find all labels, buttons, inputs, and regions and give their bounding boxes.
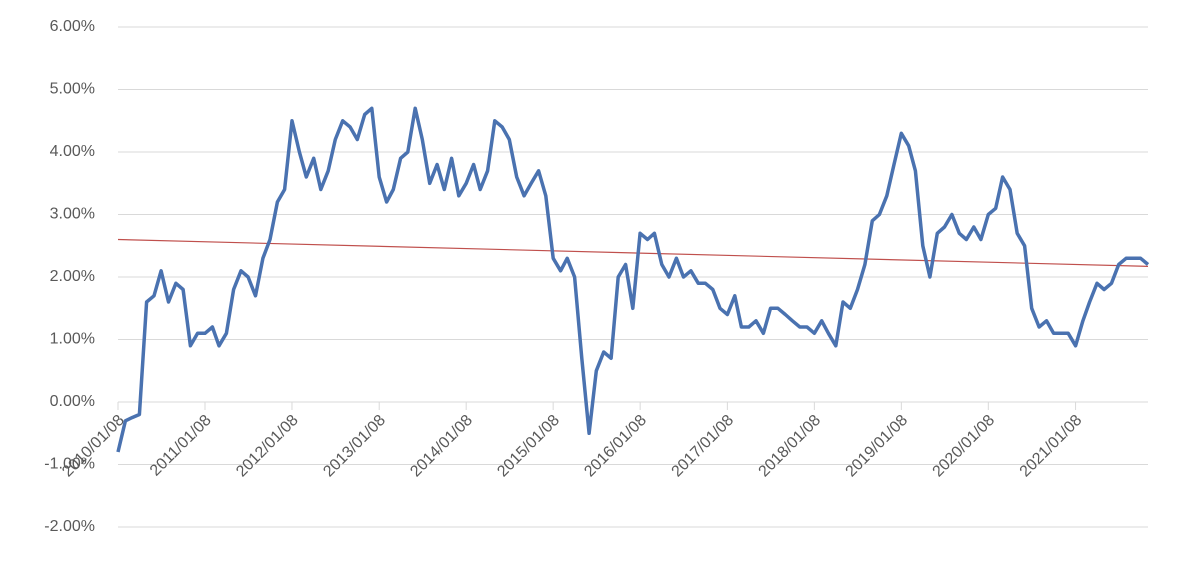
y-tick-label: 3.00% xyxy=(50,206,95,223)
y-tick-label: 0.00% xyxy=(50,393,95,410)
x-tick-label: 2019/01/08 xyxy=(843,412,912,481)
x-tick-label: 2015/01/08 xyxy=(494,412,563,481)
x-tick-label: 2020/01/08 xyxy=(929,412,998,481)
y-tick-label: 2.00% xyxy=(50,268,95,285)
x-tick-label: 2018/01/08 xyxy=(756,412,825,481)
trend-line xyxy=(117,238,1149,267)
y-tick-label: 5.00% xyxy=(50,81,95,98)
x-tick-label: 2013/01/08 xyxy=(320,412,389,481)
y-tick-label: 1.00% xyxy=(50,331,95,348)
x-tick-label: 2021/01/08 xyxy=(1017,412,1086,481)
y-tick-label: -2.00% xyxy=(44,518,95,535)
x-tick-label: 2012/01/08 xyxy=(233,412,302,481)
y-tick-label: -1.00% xyxy=(44,456,95,473)
x-tick-label: 2011/01/08 xyxy=(147,412,215,480)
y-tick-label: 6.00% xyxy=(50,18,95,35)
y-tick-label: 4.00% xyxy=(50,143,95,160)
x-tick-label: 2014/01/08 xyxy=(407,412,476,481)
data-line xyxy=(116,106,1150,453)
x-tick-label: 2017/01/08 xyxy=(669,412,738,481)
